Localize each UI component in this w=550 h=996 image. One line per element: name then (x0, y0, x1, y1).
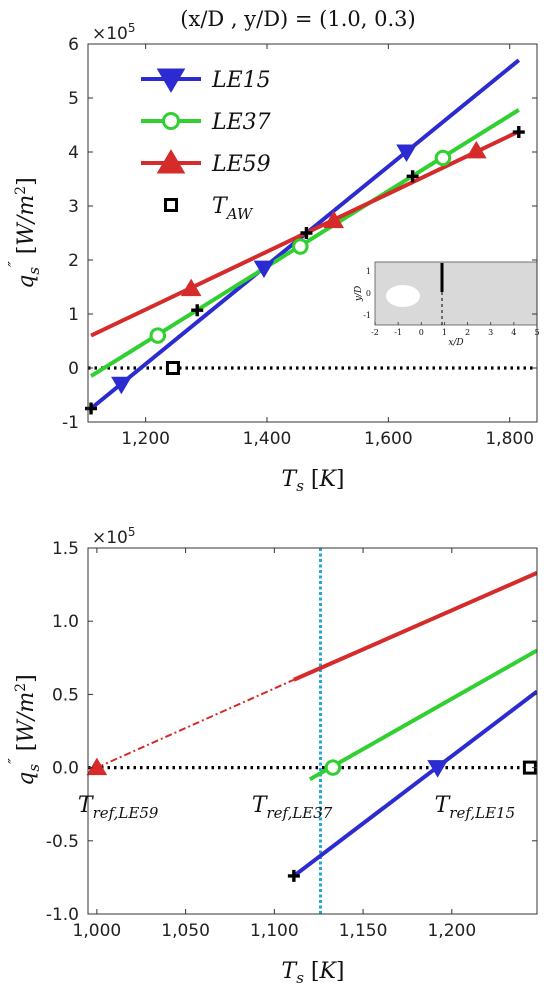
legend-label-subscript: AW (225, 205, 254, 223)
axes-box (87, 547, 538, 915)
legend-le37-marker (162, 112, 180, 130)
inset-domain-plot: -2 -1 0 1 2 3 4 510-1x/Dy/D (354, 261, 540, 348)
series-t-aw-point (165, 361, 180, 375)
inset-x-tick-label: 4 (511, 328, 516, 337)
x-tick-label: 1,150 (339, 921, 388, 941)
inset-hole (386, 285, 420, 307)
cross-point (287, 869, 300, 882)
series-le59-line (293, 571, 537, 682)
inset-x-tick-label: -1 (394, 328, 402, 337)
y-tick-label: 3 (68, 197, 79, 217)
y-tick-label: 0.5 (52, 685, 79, 705)
y-tick-label: -0.5 (46, 832, 79, 852)
legend-le15-label: LE15 (211, 68, 271, 93)
series-le59-extrapolation (96, 678, 295, 769)
cross-point (85, 402, 98, 415)
chart-title: (x/D , y/D) = (1.0, 0.3) (180, 7, 415, 31)
series-le15-point (427, 760, 448, 778)
inset-x-tick-label: 0 (419, 328, 424, 337)
y-tick-label: 1.0 (52, 612, 79, 632)
series-le59-point (323, 210, 345, 229)
x-tick-label: 1,100 (250, 921, 299, 941)
series-layer (88, 548, 537, 914)
inset-y-label: y/D (354, 286, 364, 302)
cross-point (300, 227, 313, 239)
inset-x-tick-label: 3 (488, 328, 493, 337)
y-tick-label: 6 (68, 35, 79, 55)
inset-x-tick-label: 2 (465, 328, 470, 337)
series-le15-point (111, 376, 132, 395)
cross-point (512, 126, 525, 139)
series-le37-point (324, 759, 342, 776)
y-tick-label: 5 (68, 89, 79, 109)
plot-area (88, 548, 537, 914)
legend-le37-label: LE37 (211, 110, 271, 135)
legend-le15-marker (156, 68, 186, 93)
series-le59-point (466, 140, 487, 159)
series-le15-point (396, 144, 417, 163)
cross-point (191, 304, 204, 317)
cross-point (406, 170, 419, 183)
y-tick-label: 2 (68, 251, 79, 271)
y-axis-label: qs″ [W/m2] (5, 674, 43, 785)
x-axis-label: Ts [K] (282, 959, 345, 987)
x-axis-label: Ts [K] (282, 467, 345, 495)
inset-y-tick-label: 0 (366, 289, 371, 298)
legend-t-aw-marker (164, 198, 178, 212)
annotation-subscript: ref,LE15 (449, 804, 515, 822)
inset-x-tick-label: -2 (371, 328, 379, 337)
series-le37-point (434, 149, 452, 167)
y-multiplier: ×105 (92, 525, 136, 548)
y-tick-label: 0.0 (52, 759, 79, 779)
x-tick-label: 1,600 (364, 429, 413, 449)
series-le59-point (86, 757, 108, 776)
annotation-subscript: ref,LE37 (267, 804, 333, 822)
series-le37-line (308, 648, 537, 782)
x-tick-label: 1,400 (243, 429, 292, 449)
inset-y-tick-label: 1 (366, 267, 371, 276)
y-tick-label: 1 (68, 305, 79, 325)
x-tick-label: 1,200 (427, 921, 476, 941)
series-le59-point (180, 278, 202, 297)
y-multiplier: ×105 (92, 21, 136, 44)
legend-le59-marker (156, 149, 186, 174)
inset-y-tick-label: -1 (363, 311, 371, 320)
bottom-chart: 1,000 1,050 1,100 1,150 1,200 -1.0 -0.5 0.0 0.5 1… (5, 525, 538, 987)
y-tick-label: 4 (68, 143, 79, 163)
y-tick-label: 1.5 (52, 539, 79, 559)
series-le37-point (149, 327, 167, 344)
inset-x-label: x/D (448, 338, 463, 348)
x-tick-label: 1,800 (485, 429, 534, 449)
y-tick-label: -1.0 (46, 905, 79, 925)
y-tick-label: 0 (68, 359, 79, 379)
x-tick-label: 1,050 (161, 921, 210, 941)
inset-x-tick-label: 1 (442, 328, 447, 337)
x-tick-label: 1,000 (73, 921, 122, 941)
annotation-subscript: ref,LE59 (93, 804, 159, 822)
y-axis-label: qs″ [W/m2] (5, 177, 43, 288)
axes-box (87, 43, 538, 423)
series-le37-point (292, 238, 309, 255)
x-tick-label: 1,200 (121, 429, 170, 449)
series-le15-line (292, 689, 537, 878)
series-le15-point (253, 260, 275, 279)
legend-le59-label: LE59 (211, 152, 271, 177)
y-tick-label: -1 (62, 413, 79, 433)
